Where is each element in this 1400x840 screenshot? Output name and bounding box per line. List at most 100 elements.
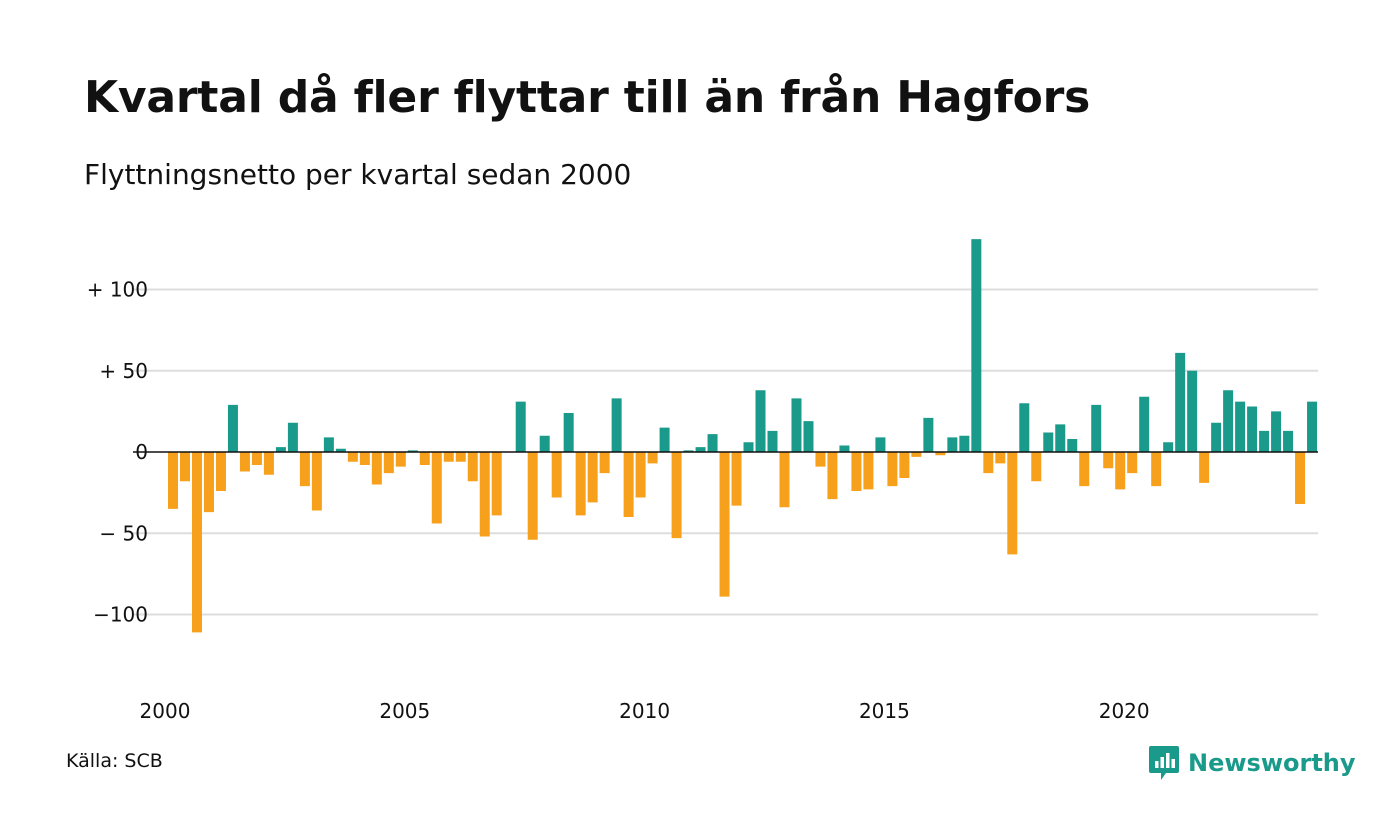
bar [323, 437, 334, 453]
bar [299, 452, 310, 487]
y-tick-label: −100 [93, 603, 148, 627]
bar [443, 452, 454, 462]
bar [227, 404, 238, 453]
bar [1211, 422, 1222, 452]
bar [431, 452, 442, 524]
bar [1307, 401, 1318, 453]
bar [971, 239, 982, 453]
bar [1247, 406, 1258, 452]
bar [551, 452, 562, 498]
bar [1163, 442, 1174, 452]
bar [191, 452, 202, 633]
newsworthy-logo-icon [1149, 746, 1179, 780]
bar [779, 452, 790, 508]
bar [1055, 424, 1066, 453]
x-tick-label: 2000 [140, 699, 191, 723]
bar [803, 421, 814, 453]
bar [1151, 452, 1162, 487]
bar [1223, 390, 1234, 452]
bar [179, 452, 190, 482]
bar [479, 452, 490, 537]
bar [659, 427, 670, 453]
newsworthy-logo: Newsworthy [1148, 743, 1356, 783]
bar [287, 422, 298, 452]
bar [1187, 370, 1198, 452]
y-tick-label: + 100 [87, 278, 148, 302]
bar [407, 450, 418, 453]
bar [947, 437, 958, 453]
bar [815, 452, 826, 467]
bar [755, 390, 766, 452]
bar [383, 452, 394, 474]
bar [395, 452, 406, 467]
bar [851, 452, 862, 491]
bar [767, 430, 778, 453]
x-tick-label: 2005 [379, 699, 430, 723]
bar [827, 452, 838, 500]
bar [1007, 452, 1018, 555]
bar [263, 452, 274, 475]
bar [275, 447, 286, 453]
bar [1127, 452, 1138, 474]
bar [863, 452, 874, 490]
bar [683, 450, 694, 453]
bar [359, 452, 370, 465]
bar [983, 452, 994, 474]
bar [875, 437, 886, 453]
bar [1103, 452, 1114, 469]
bar [575, 452, 586, 516]
bar [731, 452, 742, 506]
bar [455, 452, 466, 462]
bar [1295, 452, 1306, 504]
bar [695, 447, 706, 453]
bar [923, 417, 934, 453]
bar [647, 452, 658, 464]
axis-labels: + 100 + 50 0 − 50 −100 2000 2005 2010 2015 2020 [87, 278, 1150, 724]
bar [671, 452, 682, 539]
bar [587, 452, 598, 503]
newsworthy-logo-text: Newsworthy [1188, 749, 1356, 777]
y-tick-label: + 50 [99, 359, 148, 383]
bar [251, 452, 262, 465]
bar [203, 452, 214, 513]
bar [743, 442, 754, 452]
chart-title: Kvartal då fler flyttar till än från Hag… [84, 72, 1091, 123]
bar [611, 398, 622, 453]
bar [995, 452, 1006, 464]
bar [599, 452, 610, 474]
bar [839, 445, 850, 452]
x-tick-label: 2015 [859, 699, 910, 723]
bar [215, 452, 226, 491]
bar [959, 435, 970, 452]
bar [623, 452, 634, 517]
x-tick-label: 2010 [619, 699, 670, 723]
bar [635, 452, 646, 498]
bar [335, 448, 346, 452]
bar [1115, 452, 1126, 490]
bar [719, 452, 730, 597]
y-tick-label: − 50 [99, 521, 148, 545]
bar-chart: + 100 + 50 0 − 50 −100 2000 2005 2010 2015 2020 [87, 239, 1318, 724]
bar [491, 452, 502, 516]
chart-subtitle: Flyttningsnetto per kvartal sedan 2000 [84, 158, 632, 191]
bar [1259, 430, 1270, 453]
bar [887, 452, 898, 487]
x-tick-label: 2020 [1099, 699, 1150, 723]
bar [168, 452, 178, 509]
bar [911, 452, 922, 457]
bar [935, 452, 946, 456]
bar [1283, 430, 1294, 453]
bar [707, 434, 718, 453]
bar [1235, 401, 1246, 453]
bar [1199, 452, 1210, 483]
bar [1079, 452, 1090, 487]
bar [1043, 432, 1054, 452]
bar [467, 452, 478, 482]
bar [791, 398, 802, 453]
bar [539, 435, 550, 452]
bar [899, 452, 910, 478]
bar [1139, 396, 1150, 452]
bar [347, 452, 358, 462]
bar [1091, 404, 1102, 453]
bar [239, 452, 250, 472]
